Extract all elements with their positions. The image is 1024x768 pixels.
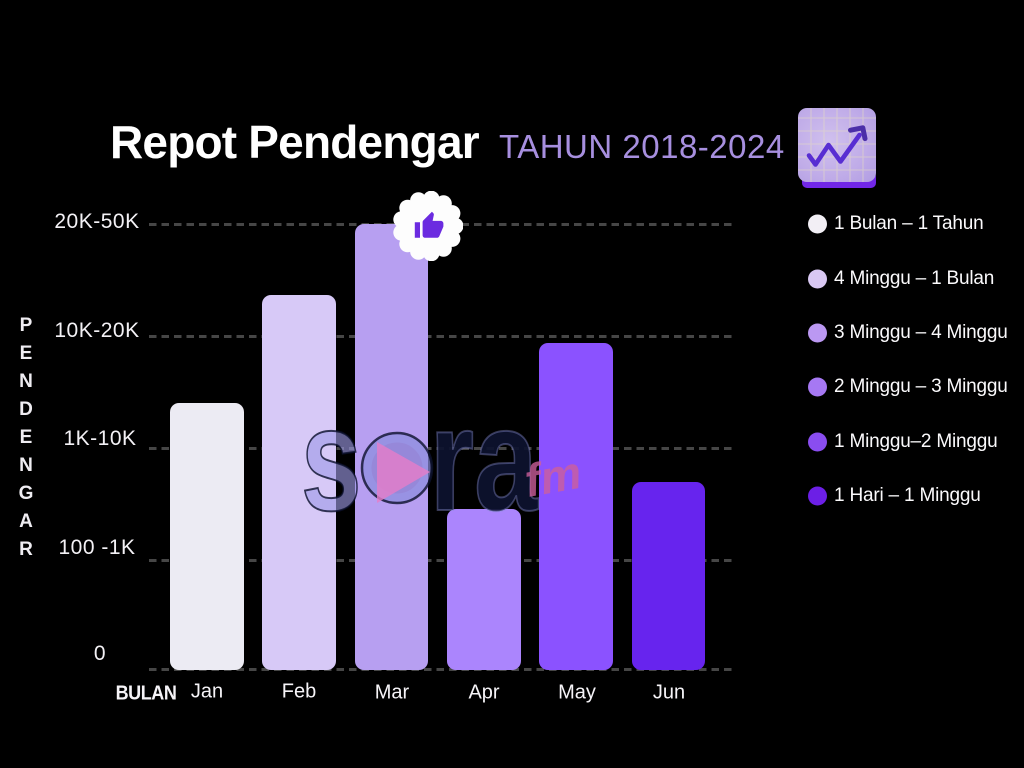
svg-text:s: s	[301, 415, 362, 525]
svg-text:ra: ra	[430, 415, 540, 525]
svg-text:fm: fm	[521, 446, 585, 507]
